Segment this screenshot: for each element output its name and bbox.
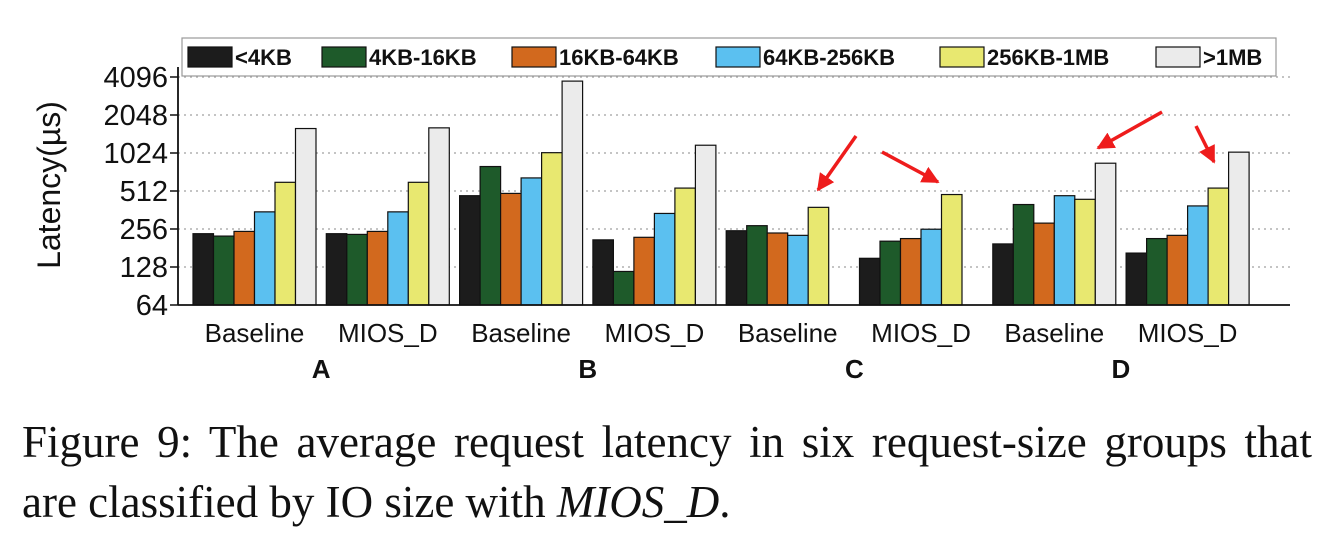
bar-D-Baseline-256KB-1MB (1074, 198, 1096, 306)
bar-C-MIOS_D-16KB-64KB (899, 237, 922, 306)
bar-B-Baseline-256KB-1MB (540, 152, 563, 306)
annotation-arrow (881, 150, 940, 184)
y-tick-label: 2048 (103, 100, 168, 132)
x-tick-label: MIOS_D (338, 318, 438, 348)
legend-swatch (715, 46, 761, 68)
bar-D-MIOS_D-256KB-1MB (1207, 187, 1230, 306)
bar-D-MIOS_D-64KB-256KB (1186, 205, 1209, 306)
y-tick-label: 4096 (103, 62, 168, 94)
workload-label: B (578, 354, 597, 384)
bar-A-MIOS_D-4KB-16KB (346, 233, 368, 306)
y-tick-label: 256 (120, 214, 168, 246)
bar-B-MIOS_D-64KB-256KB (653, 212, 676, 306)
bar-D-MIOS_D-16KB-64KB (1166, 234, 1189, 306)
bar-D-Baseline-16KB-64KB (1033, 222, 1055, 306)
annotation-arrow (1096, 110, 1163, 150)
x-tick-labels: Baseline MIOS_D Baseline MIOS_D Baseline MIOS… (205, 318, 1238, 348)
x-tick-label: MIOS_D (1138, 318, 1238, 348)
workload-label: C (845, 354, 864, 384)
annotation-arrow (816, 134, 858, 192)
bar-B-Baseline-4KB-16KB (479, 165, 502, 306)
bar-A-MIOS_D-64KB-256KB (387, 211, 409, 306)
latency-bar-chart: 64 128 256 512 1024 2048 4096 Latency(µs) Base… (31, 37, 1290, 384)
bar-B-MIOS_D-4KB-16KB (612, 270, 635, 306)
annotation-arrows (816, 110, 1216, 192)
bar-C-Baseline-16KB-64KB (766, 232, 789, 306)
bar-B-MIOS_D-16KB-64KB (633, 236, 656, 306)
axes (170, 67, 1290, 306)
bar-C-MIOS_D-64KB-256KB (920, 228, 943, 306)
bar-B-Baseline->1MB (561, 80, 584, 306)
bar-D-MIOS_D->1MB (1227, 151, 1250, 306)
x-tick-label: Baseline (1004, 318, 1104, 348)
bar-B-MIOS_D-<4KB (592, 239, 615, 306)
bar-C-MIOS_D-<4KB (858, 257, 881, 306)
legend-swatch (321, 46, 367, 68)
workload-label: D (1112, 354, 1131, 384)
x-tick-label: Baseline (471, 318, 571, 348)
caption-text: Figure 9: The average request latency in… (22, 417, 1312, 527)
y-tick-label: 64 (136, 290, 168, 322)
legend-swatch (1155, 46, 1201, 68)
y-axis-label: Latency(µs) (31, 101, 67, 269)
legend-label: 4KB-16KB (369, 45, 477, 70)
figure-caption: Figure 9: The average request latency in… (22, 412, 1312, 532)
bar-C-MIOS_D-256KB-1MB (940, 193, 963, 306)
workload-labels: A B C D (312, 354, 1131, 384)
bar-C-MIOS_D-4KB-16KB (879, 240, 902, 306)
bar-A-Baseline-64KB-256KB (253, 211, 276, 306)
x-tick-label: MIOS_D (871, 318, 971, 348)
bar-A-MIOS_D-<4KB (325, 233, 348, 306)
bar-B-MIOS_D->1MB (694, 144, 717, 306)
bar-B-MIOS_D-256KB-1MB (674, 187, 697, 306)
bar-D-MIOS_D-<4KB (1125, 252, 1148, 306)
bar-C-Baseline-256KB-1MB (807, 206, 830, 306)
bar-C-Baseline-<4KB (725, 230, 748, 306)
bar-D-Baseline-4KB-16KB (1012, 203, 1035, 306)
legend-label: 16KB-64KB (559, 45, 679, 70)
bar-A-Baseline-<4KB (192, 233, 215, 306)
x-tick-label: MIOS_D (605, 318, 705, 348)
bar-A-Baseline->1MB (294, 127, 317, 306)
legend-label: 64KB-256KB (763, 45, 895, 70)
bar-B-Baseline-64KB-256KB (520, 177, 543, 306)
bar-A-Baseline-16KB-64KB (233, 230, 256, 306)
legend-label: 256KB-1MB (987, 45, 1109, 70)
annotation-arrow (1194, 125, 1216, 164)
bar-D-Baseline->1MB (1094, 162, 1117, 306)
workload-label: A (312, 354, 331, 384)
legend-label: >1MB (1203, 45, 1262, 70)
y-tick-label: 512 (120, 176, 168, 208)
bar-D-MIOS_D-4KB-16KB (1145, 237, 1168, 306)
bar-A-MIOS_D-256KB-1MB (407, 181, 430, 306)
legend-swatch (187, 46, 233, 68)
bar-B-Baseline-16KB-64KB (500, 192, 522, 306)
bar-A-MIOS_D-16KB-64KB (366, 230, 389, 306)
bar-C-Baseline-4KB-16KB (746, 225, 768, 306)
y-tick-labels: 64 128 256 512 1024 2048 4096 (103, 62, 168, 322)
y-tick-label: 1024 (103, 138, 168, 170)
x-tick-label: Baseline (738, 318, 838, 348)
bar-D-Baseline-64KB-256KB (1053, 195, 1076, 306)
bar-B-Baseline-<4KB (459, 195, 481, 306)
legend-swatch (511, 46, 557, 68)
bar-D-Baseline-<4KB (992, 243, 1014, 306)
bar-C-Baseline-64KB-256KB (787, 234, 809, 306)
legend: <4KB 4KB-16KB 16KB-64KB 64KB-256KB 256KB-1MB… (181, 37, 1277, 77)
x-tick-label: Baseline (205, 318, 305, 348)
y-tick-label: 128 (120, 252, 168, 284)
legend-swatch (939, 46, 985, 68)
bar-A-Baseline-256KB-1MB (274, 181, 297, 306)
bar-A-MIOS_D->1MB (428, 127, 450, 306)
legend-label: <4KB (235, 45, 292, 70)
bar-A-Baseline-4KB-16KB (212, 235, 235, 306)
caption-end: . (719, 477, 731, 527)
caption-emph: MIOS_D (556, 477, 720, 527)
